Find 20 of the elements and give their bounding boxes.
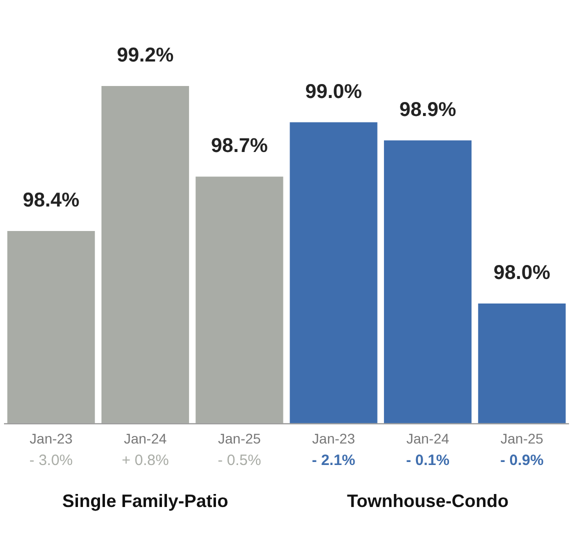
data-label: 99.0%	[305, 80, 362, 103]
x-tick-label: Jan-23	[30, 430, 73, 446]
annotation: - 0.5%	[218, 452, 262, 469]
series-label: Single Family-Patio	[62, 491, 228, 512]
x-tick-label: Jan-25	[218, 430, 262, 446]
data-label: 99.2%	[116, 44, 174, 67]
series-label: Townhouse-Condo	[346, 491, 509, 512]
annotation: - 2.1%	[312, 452, 356, 469]
data-label: 98.7%	[211, 135, 268, 158]
annotation: - 0.1%	[406, 452, 450, 469]
x-tick-label: Jan-24	[124, 430, 167, 446]
annotation: - 0.9%	[500, 452, 544, 469]
data-label: 98.4%	[22, 190, 80, 212]
data-label: 98.0%	[494, 262, 550, 284]
x-tick-label: Jan-24	[406, 430, 450, 446]
x-tick-label: Jan-23	[312, 430, 356, 446]
annotation: - 3.0%	[29, 452, 73, 469]
x-tick-label: Jan-25	[500, 430, 544, 446]
annotation: + 0.8%	[122, 452, 169, 469]
data-label: 98.9%	[399, 98, 456, 121]
